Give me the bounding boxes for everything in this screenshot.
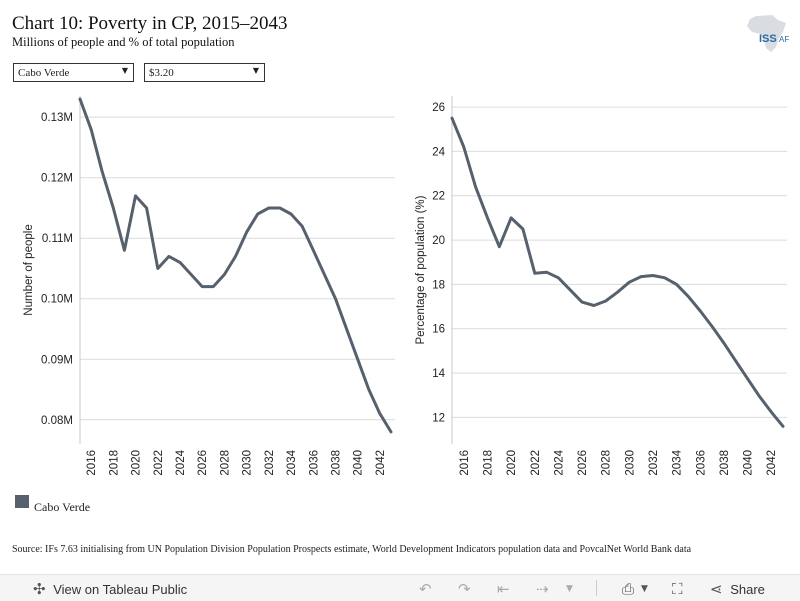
y-tick-label: 20 [432, 235, 445, 247]
y-tick-label: 0.08M [41, 415, 73, 427]
share-label: Share [730, 582, 765, 597]
number-of-people-chart: 0.08M 0.09M 0.10M 0.11M 0.12M 0.13M 2016 2018 20… [23, 96, 395, 476]
x-tick-label: 2032 [648, 450, 660, 476]
y-axis-label: Number of people [23, 224, 35, 315]
x-tick-label: 2036 [308, 450, 320, 476]
series-line [78, 97, 393, 434]
x-tick-label: 2034 [672, 449, 684, 475]
x-tick-label: 2018 [482, 450, 494, 476]
revert-icon[interactable]: ⇤ [497, 580, 510, 598]
y-tick-label: 14 [432, 368, 445, 380]
x-tick-label: 2022 [530, 450, 542, 476]
share-icon: ⋖ [710, 580, 723, 598]
y-tick-label: 0.13M [41, 112, 73, 124]
country-dropdown-value: Cabo Verde [18, 67, 70, 79]
share-button[interactable]: ⋖ Share [710, 580, 765, 598]
chevron-down-icon: ▼ [252, 66, 259, 75]
y-tick-label: 16 [432, 324, 445, 336]
x-tick-label: 2032 [264, 450, 276, 476]
chart-title: Chart 10: Poverty in CP, 2015–2043 [12, 13, 288, 34]
x-tick-label: 2038 [330, 450, 342, 476]
x-tick-label: 2024 [553, 449, 565, 475]
x-tick-label: 2040 [353, 450, 365, 476]
x-tick-label: 2034 [286, 449, 298, 475]
x-tick-label: 2042 [375, 450, 387, 476]
chevron-down-icon[interactable]: ▼ [641, 584, 648, 594]
y-tick-label: 0.10M [41, 294, 73, 306]
chevron-down-icon: ▼ [121, 66, 128, 75]
chevron-down-icon[interactable]: ▼ [566, 584, 573, 594]
y-tick-label: 18 [432, 279, 445, 291]
y-tick-label: 22 [432, 191, 445, 203]
x-tick-label: 2028 [601, 450, 613, 476]
x-tick-label: 2026 [577, 450, 589, 476]
refresh-icon[interactable]: ⇢ [536, 580, 549, 598]
x-tick-label: 2024 [175, 449, 187, 475]
x-tick-label: 2038 [719, 450, 731, 476]
tableau-toolbar: ✣ View on Tableau Public ↶ ↷ ⇤ ⇢ ▼ ⎙ ▼ ⛶… [0, 574, 800, 601]
redo-icon[interactable]: ↷ [458, 580, 471, 598]
y-tick-label: 26 [432, 102, 445, 114]
x-tick-label: 2026 [197, 450, 209, 476]
view-on-tableau-label: View on Tableau Public [53, 582, 188, 597]
x-tick-label: 2042 [766, 450, 778, 476]
series-line [450, 116, 785, 428]
undo-icon[interactable]: ↶ [419, 580, 432, 598]
y-tick-label: 0.11M [42, 233, 73, 245]
x-tick-label: 2020 [506, 450, 518, 476]
y-tick-label: 24 [432, 146, 445, 158]
logo-text: ISS [759, 33, 777, 45]
x-tick-label: 2030 [242, 450, 254, 476]
x-tick-label: 2022 [153, 450, 165, 476]
x-tick-label: 2028 [219, 450, 231, 476]
download-icon[interactable]: ⎙ [622, 580, 635, 598]
logo-suffix: AF [779, 35, 789, 44]
chart-subtitle: Millions of people and % of total popula… [12, 35, 235, 49]
y-axis-label: Percentage of population (%) [415, 195, 427, 344]
legend-label: Cabo Verde [34, 500, 91, 514]
toolbar-divider [596, 580, 597, 596]
x-tick-label: 2020 [131, 450, 143, 476]
view-on-tableau-button[interactable]: ✣ View on Tableau Public [33, 580, 187, 598]
x-tick-label: 2040 [743, 450, 755, 476]
country-dropdown[interactable]: Cabo Verde ▼ [13, 63, 134, 82]
y-tick-label: 0.09M [41, 354, 73, 366]
x-tick-label: 2036 [695, 450, 707, 476]
fullscreen-icon[interactable]: ⛶ [672, 580, 683, 598]
y-tick-label: 12 [432, 412, 445, 424]
x-tick-label: 2016 [459, 450, 471, 476]
x-tick-label: 2016 [86, 450, 98, 476]
x-tick-label: 2030 [624, 450, 636, 476]
source-note: Source: IFs 7.63 initialising from UN Po… [12, 544, 692, 555]
y-tick-label: 0.12M [41, 173, 73, 185]
legend-swatch [15, 495, 29, 508]
x-tick-label: 2018 [108, 450, 120, 476]
iss-africa-logo: ISS AF [747, 15, 789, 52]
poverty-threshold-dropdown[interactable]: $3.20 ▼ [144, 63, 265, 82]
threshold-dropdown-value: $3.20 [149, 67, 174, 79]
tableau-icon: ✣ [33, 580, 46, 598]
